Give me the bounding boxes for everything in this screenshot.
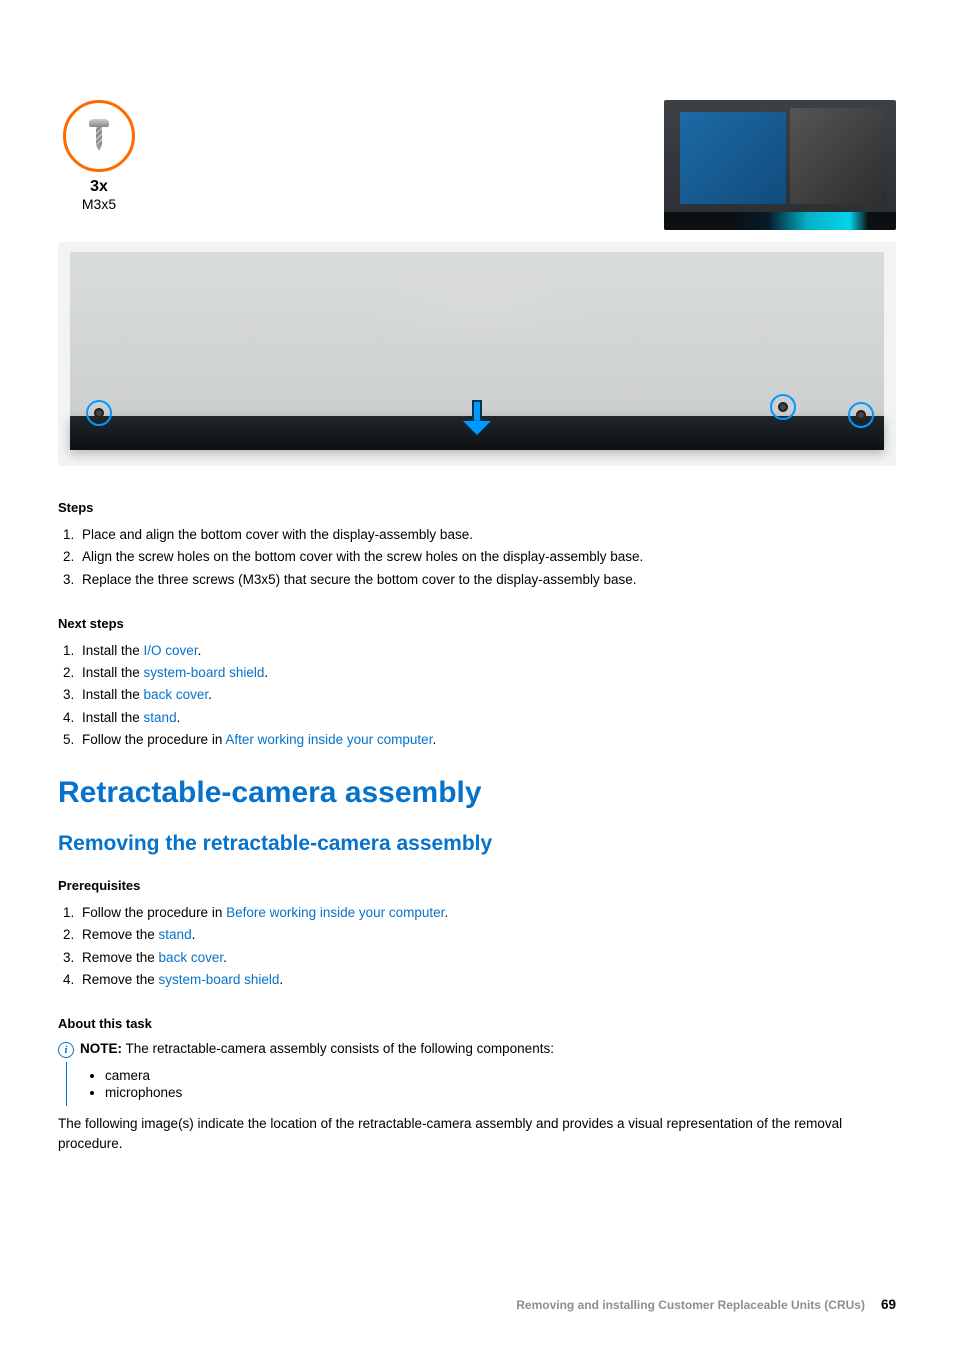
text: Install the	[82, 710, 144, 725]
note-block: i NOTE: The retractable-camera assembly …	[58, 1041, 896, 1058]
prereq-item: Remove the back cover.	[78, 948, 896, 968]
text: Follow the procedure in	[82, 732, 225, 747]
about-paragraph: The following image(s) indicate the loca…	[58, 1114, 896, 1155]
prerequisites-heading: Prerequisites	[58, 878, 896, 893]
subsection-title: Removing the retractable-camera assembly	[58, 832, 896, 856]
next-step-item: Install the I/O cover.	[78, 641, 896, 661]
link-system-board-shield[interactable]: system-board shield	[159, 972, 280, 987]
footer-chapter: Removing and installing Customer Replace…	[516, 1298, 865, 1312]
screw-quantity: 3x	[90, 178, 108, 196]
screw-callout: 3x M3x5	[58, 100, 140, 212]
link-stand[interactable]: stand	[144, 710, 177, 725]
link-io-cover[interactable]: I/O cover	[144, 643, 198, 658]
next-step-item: Install the system-board shield.	[78, 663, 896, 683]
about-task-heading: About this task	[58, 1016, 896, 1031]
text: .	[198, 643, 202, 658]
text: .	[432, 732, 436, 747]
info-icon: i	[58, 1042, 74, 1058]
text: Follow the procedure in	[82, 905, 226, 920]
steps-heading: Steps	[58, 500, 896, 515]
screw-icon	[89, 119, 109, 153]
screw-marker-icon	[86, 400, 112, 426]
main-figure-photo	[58, 242, 896, 466]
link-back-cover[interactable]: back cover	[144, 687, 209, 702]
text: .	[444, 905, 448, 920]
text: Install the	[82, 687, 144, 702]
next-steps-heading: Next steps	[58, 616, 896, 631]
next-steps-list: Install the I/O cover. Install the syste…	[58, 641, 896, 750]
inset-photo	[664, 100, 896, 230]
note-bullet: camera	[105, 1068, 896, 1083]
link-before-working-inside[interactable]: Before working inside your computer	[226, 905, 444, 920]
text: .	[177, 710, 181, 725]
steps-list: Place and align the bottom cover with th…	[58, 525, 896, 590]
section-title: Retractable-camera assembly	[58, 776, 896, 810]
text: .	[223, 950, 227, 965]
text: Remove the	[82, 927, 159, 942]
text: .	[208, 687, 212, 702]
step-item: Replace the three screws (M3x5) that sec…	[78, 570, 896, 590]
text: Remove the	[82, 972, 159, 987]
arrow-down-icon	[463, 400, 491, 440]
step-item: Align the screw holes on the bottom cove…	[78, 547, 896, 567]
link-back-cover[interactable]: back cover	[159, 950, 224, 965]
text: Remove the	[82, 950, 159, 965]
next-step-item: Install the stand.	[78, 708, 896, 728]
prereq-item: Remove the system-board shield.	[78, 970, 896, 990]
page-footer: Removing and installing Customer Replace…	[58, 1297, 896, 1312]
prereq-item: Remove the stand.	[78, 925, 896, 945]
figure-top-row: 3x M3x5	[58, 100, 896, 230]
prereq-item: Follow the procedure in Before working i…	[78, 903, 896, 923]
next-step-item: Follow the procedure in After working in…	[78, 730, 896, 750]
screw-spec: M3x5	[82, 196, 116, 212]
note-text: The retractable-camera assembly consists…	[122, 1041, 554, 1056]
link-system-board-shield[interactable]: system-board shield	[144, 665, 265, 680]
note-bullet: microphones	[105, 1085, 896, 1100]
figure-area: 3x M3x5	[58, 100, 896, 466]
note-label: NOTE:	[80, 1041, 122, 1056]
text: .	[264, 665, 268, 680]
screw-marker-icon	[848, 402, 874, 428]
text: Install the	[82, 665, 144, 680]
note-bullet-list: camera microphones	[66, 1062, 896, 1106]
next-step-item: Install the back cover.	[78, 685, 896, 705]
prerequisites-list: Follow the procedure in Before working i…	[58, 903, 896, 990]
step-item: Place and align the bottom cover with th…	[78, 525, 896, 545]
page: 3x M3x5 Steps Place and align the bottom…	[0, 0, 954, 1350]
footer-page-number: 69	[881, 1297, 896, 1312]
text: .	[279, 972, 283, 987]
text: .	[192, 927, 196, 942]
note-content: NOTE: The retractable-camera assembly co…	[80, 1041, 554, 1056]
text: Install the	[82, 643, 144, 658]
screw-circle-icon	[63, 100, 135, 172]
link-stand[interactable]: stand	[159, 927, 192, 942]
screw-marker-icon	[770, 394, 796, 420]
link-after-working-inside[interactable]: After working inside your computer	[225, 732, 432, 747]
